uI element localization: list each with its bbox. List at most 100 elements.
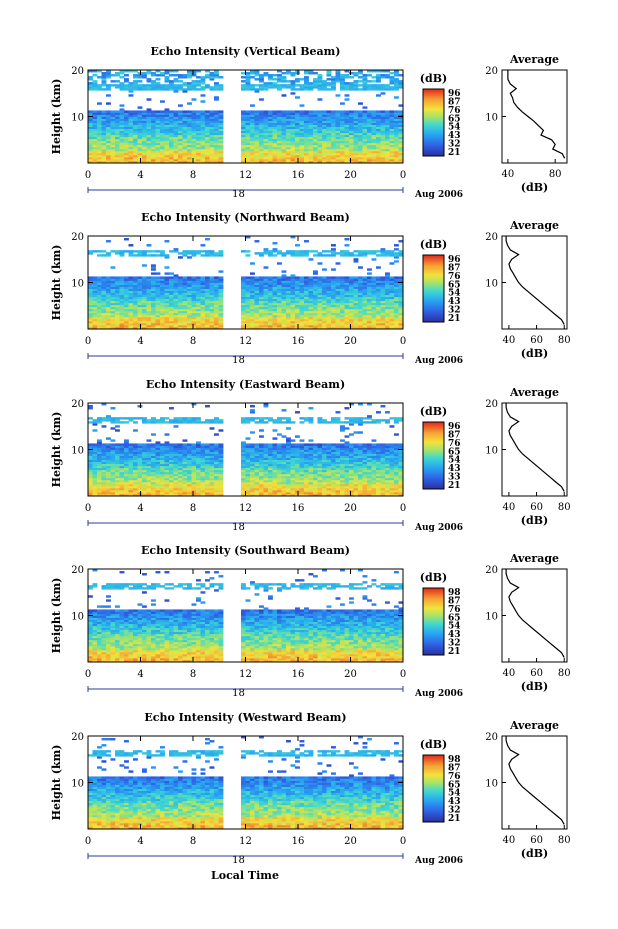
heatmap-cell [124, 441, 129, 444]
heatmap-cell [281, 294, 287, 298]
heatmap-cell [268, 310, 273, 314]
heatmap-cell [308, 278, 314, 281]
heatmap-cell [110, 320, 116, 324]
heatmap-cell [133, 250, 138, 253]
heatmap-cell [137, 284, 143, 287]
heatmap-cell [209, 72, 215, 75]
heatmap-cell [119, 312, 125, 316]
heatmap-cell [151, 487, 156, 491]
heatmap-cell [178, 120, 183, 123]
heatmap-cell [398, 120, 404, 123]
heatmap-cell [110, 467, 116, 471]
heatmap-cell [110, 294, 116, 298]
heatmap-cell [254, 114, 260, 117]
heatmap-cell [371, 86, 377, 89]
heatmap-cell [394, 322, 399, 326]
heatmap-cell [110, 292, 116, 296]
heatmap-cell [88, 493, 93, 497]
heatmap-cell [106, 286, 111, 289]
heatmap-cell [376, 118, 381, 121]
heatmap-cell [115, 477, 120, 481]
heatmap-cell [272, 310, 278, 314]
colorbar-tick-label: 65 [448, 114, 461, 124]
heatmap-cell [263, 128, 269, 132]
heatmap-cell [254, 280, 260, 283]
heatmap-cell [295, 290, 300, 294]
heatmap-cell [97, 318, 102, 322]
heatmap-cell [340, 298, 345, 302]
heatmap-cell [367, 128, 372, 132]
heatmap-cell [146, 124, 152, 128]
heatmap-cell [151, 286, 156, 289]
heatmap-cell [398, 84, 404, 87]
heatmap-cell [214, 146, 219, 150]
heatmap-cell [362, 280, 368, 283]
heatmap-cell [142, 326, 147, 330]
heatmap-cell [169, 467, 174, 471]
heatmap-cell [304, 302, 309, 306]
heatmap-cell [160, 491, 165, 495]
heatmap-cell [254, 130, 260, 134]
heatmap-cell [133, 292, 138, 296]
heatmap-cell [128, 156, 134, 160]
heatmap-cell [196, 284, 201, 287]
heatmap-cell [353, 286, 359, 289]
heatmap-cell [92, 481, 98, 485]
heatmap-cell [313, 126, 318, 130]
heatmap-cell [340, 78, 345, 81]
heatmap-cell [115, 481, 120, 485]
heatmap-cell [119, 278, 125, 281]
heatmap-cell [119, 310, 125, 314]
heatmap-cell [200, 254, 206, 257]
heatmap-cell [385, 150, 390, 154]
heatmap-cell [128, 138, 134, 142]
heatmap-cell [313, 118, 318, 121]
heatmap-cell [214, 326, 219, 330]
heatmap-cell [290, 306, 296, 310]
heatmap-cell [92, 477, 98, 481]
heatmap-cell [115, 443, 120, 446]
heatmap-cell [110, 463, 116, 467]
heatmap-cell [340, 134, 345, 138]
heatmap-cell [394, 276, 399, 279]
heatmap-cell [137, 158, 143, 162]
heatmap-cell [128, 316, 134, 320]
heatmap-cell [196, 160, 201, 164]
heatmap-cell [380, 290, 386, 294]
heatmap-cell [389, 130, 395, 134]
heatmap-cell [160, 134, 165, 138]
heatmap-cell [272, 294, 278, 298]
heatmap-cell [218, 296, 224, 300]
heatmap-cell [268, 298, 273, 302]
heatmap-cell [182, 158, 188, 162]
heatmap-cell [88, 150, 93, 154]
heatmap-cell [146, 120, 152, 123]
heatmap-cell [119, 288, 125, 291]
heatmap-cell [331, 250, 336, 253]
heatmap-cell [101, 284, 107, 287]
heatmap-cell [187, 280, 192, 283]
heatmap-cell [169, 445, 174, 448]
heatmap-cell [344, 250, 350, 253]
heatmap-cell [119, 156, 125, 160]
heatmap-cell [142, 302, 147, 306]
heatmap-cell [164, 138, 170, 142]
heatmap-cell [317, 84, 323, 87]
heatmap-cell [128, 300, 134, 304]
heatmap-cell [286, 80, 291, 83]
heatmap-cell [286, 136, 291, 140]
heatmap-cell [367, 304, 372, 308]
heatmap-cell [290, 74, 296, 77]
heatmap-cell [272, 324, 278, 328]
heatmap-cell [394, 318, 399, 322]
heatmap-cell [349, 118, 354, 121]
heatmap-cell [133, 445, 138, 448]
heatmap-cell [146, 136, 152, 140]
heatmap-cell [182, 290, 188, 294]
heatmap-cell [353, 74, 359, 77]
heatmap-cell [191, 72, 197, 75]
heatmap-cell [164, 144, 170, 148]
heatmap-cell [389, 278, 395, 281]
heatmap-cell [205, 130, 210, 134]
heatmap-cell [115, 475, 120, 479]
